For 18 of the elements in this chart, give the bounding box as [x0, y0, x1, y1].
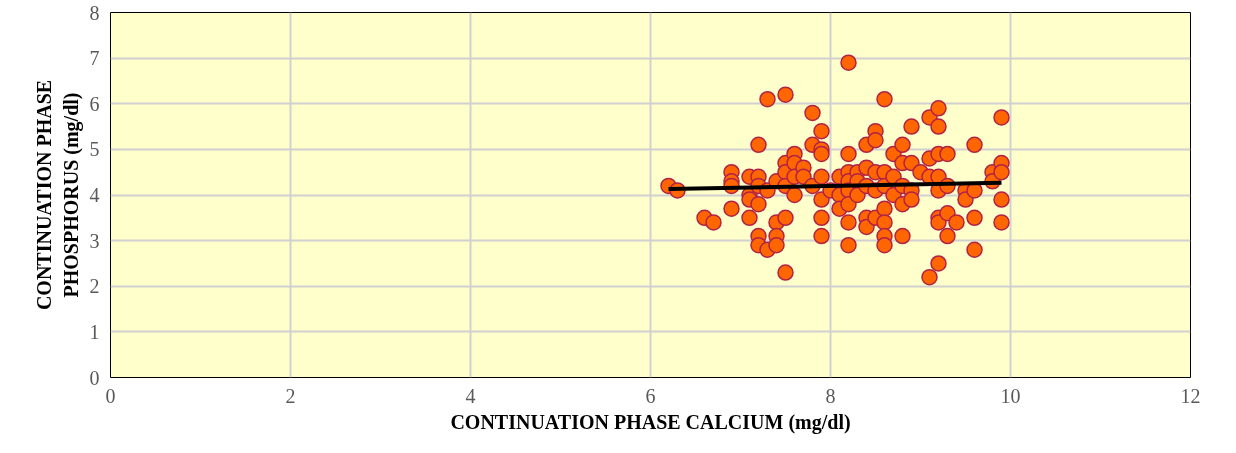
- y-tick-label: 0: [89, 366, 100, 389]
- y-tick-label: 7: [89, 47, 100, 70]
- x-tick-label: 0: [105, 384, 116, 407]
- y-tick-label: 5: [89, 138, 100, 161]
- x-tick-label: 2: [285, 384, 296, 407]
- x-tick-label: 12: [1180, 384, 1201, 407]
- y-tick-label: 4: [89, 184, 100, 206]
- y-tick-label: 2: [89, 275, 100, 298]
- x-tick-label: 4: [465, 384, 476, 407]
- y-tick-label: 3: [89, 229, 100, 252]
- x-tick-label: 8: [825, 384, 836, 407]
- x-tick-label: 6: [645, 384, 656, 407]
- y-tick-label: 6: [89, 92, 100, 115]
- x-tick-label: 10: [1000, 384, 1021, 407]
- y-tick-label: 8: [89, 1, 100, 24]
- y-tick-label: 1: [89, 320, 100, 343]
- y-axis-title: CONTINUATION PHASE PHOSPHORUS (mg/dl): [33, 79, 83, 311]
- x-axis-title: CONTINUATION PHASE CALCIUM (mg/dl): [450, 410, 851, 434]
